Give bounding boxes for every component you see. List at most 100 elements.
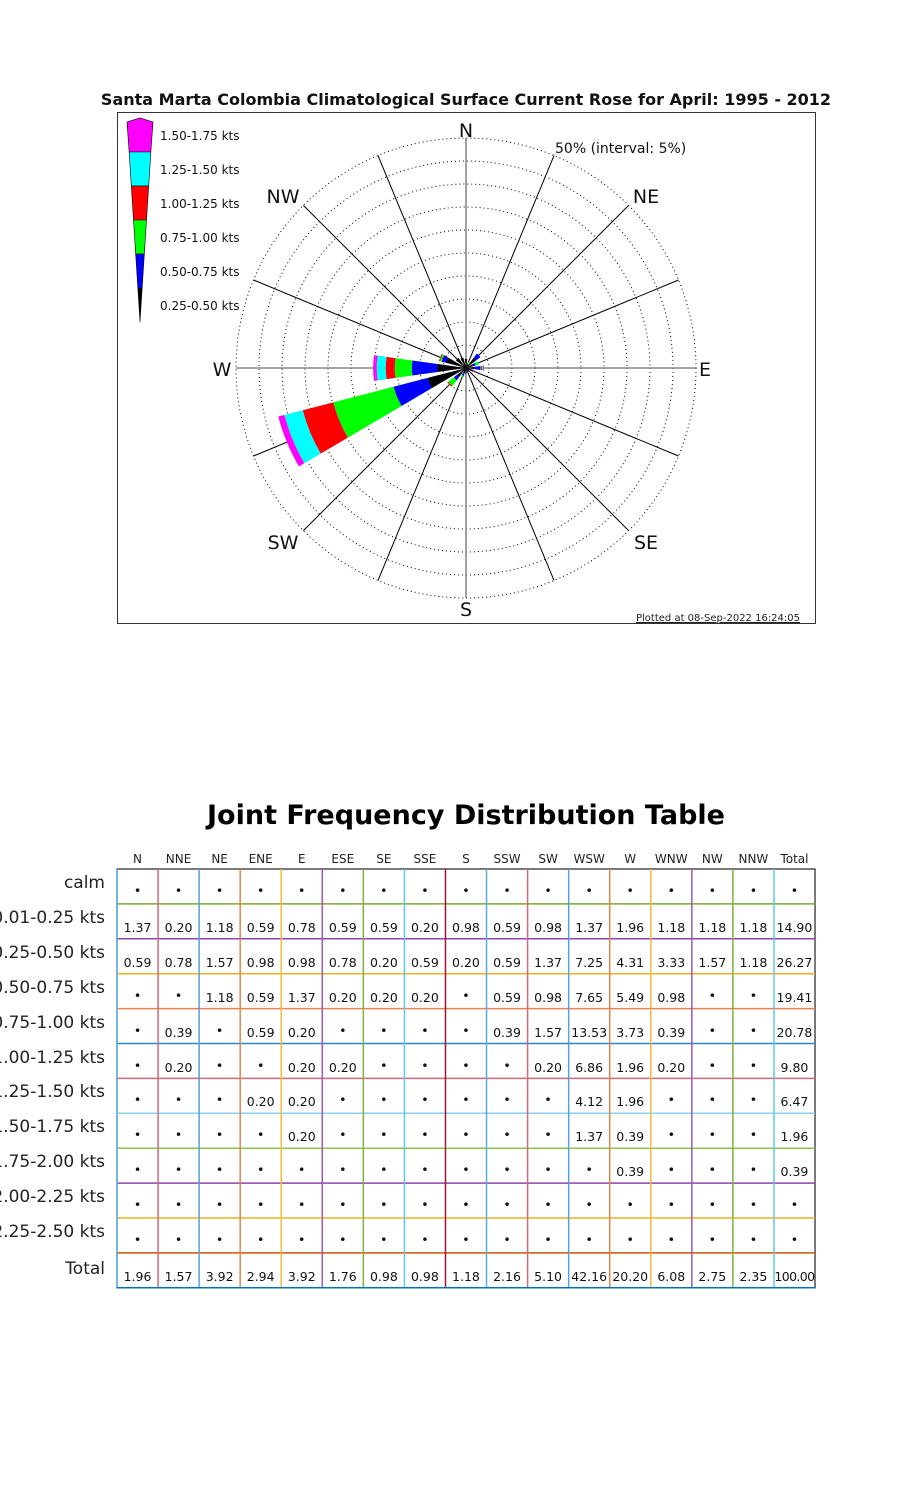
table-cell: •	[708, 1022, 717, 1038]
table-cell: 0.39	[780, 1164, 809, 1180]
column-header-s: S	[462, 852, 470, 866]
table-cell: •	[749, 1092, 758, 1108]
table-cell: •	[462, 1022, 470, 1038]
compass-label-sw: SW	[268, 532, 299, 554]
table-cell: 0.39	[616, 1164, 645, 1180]
table-cell: •	[462, 883, 470, 898]
table-cell: 13.53	[571, 1024, 608, 1040]
petal-WNW-bin4	[439, 354, 445, 362]
table-cell: 1.37	[575, 919, 604, 935]
petal-N-bin2	[464, 358, 468, 362]
petal-NNE-bin2	[466, 363, 469, 368]
table-cell: 1.76	[328, 1268, 357, 1284]
legend-label: 0.50-0.75 kts	[160, 265, 240, 279]
table-cell: •	[339, 1092, 347, 1108]
table-cell: •	[256, 1057, 265, 1073]
table-cell: •	[585, 1197, 593, 1213]
table-cell: 1.96	[780, 1129, 809, 1145]
petal-WSW-bin6	[284, 410, 321, 464]
column-header-sse: SSE	[413, 852, 437, 866]
table-cell: 1.57	[698, 954, 727, 970]
table-cell: 0.98	[287, 954, 316, 970]
petal-WSW-bin4	[333, 386, 402, 438]
table-cell: •	[790, 883, 799, 898]
petal-E-bin5	[481, 365, 483, 371]
table-cell: 1.18	[452, 1268, 480, 1284]
petal-SW-bin3	[453, 374, 460, 381]
column-header-ne: NE	[211, 852, 228, 866]
spoke-10	[303, 367, 467, 531]
table-cell: •	[133, 883, 142, 898]
table-cell: 3.92	[287, 1268, 316, 1284]
row-label: 0.50-0.75 kts	[0, 977, 105, 998]
petal-SSW-bin1	[464, 368, 466, 371]
table-cell: •	[626, 883, 634, 898]
table-cell: 6.86	[575, 1059, 604, 1075]
petal-NW-bin1	[461, 363, 466, 368]
spoke-9	[377, 367, 467, 581]
table-cell: 0.20	[410, 989, 439, 1005]
petal-SW-bin1	[462, 368, 466, 372]
petal-ESE-bin3	[471, 369, 473, 372]
table-cell: •	[133, 1197, 142, 1213]
table-cell: 3.92	[205, 1268, 234, 1284]
current-rose-chart: N NE E SE S SW W NW 50% (interval: 5%) Plotted at…	[117, 112, 816, 624]
legend-swatch-5	[137, 287, 143, 323]
table-cell: •	[133, 1057, 142, 1073]
table-cell: 3.33	[657, 954, 686, 970]
table-cell: •	[667, 1127, 675, 1143]
table-cell: 1.18	[657, 919, 686, 935]
petal-NNE-bin5	[467, 361, 470, 363]
column-header-nw: NW	[701, 852, 723, 866]
table-cell: •	[462, 1197, 470, 1213]
table-cell: •	[790, 1197, 799, 1213]
table-cell: •	[133, 1232, 142, 1247]
table-title: Joint Frequency Distribution Table	[207, 800, 725, 831]
petal-W-bin4	[394, 358, 413, 378]
legend-label: 0.25-0.50 kts	[160, 299, 240, 313]
table-cell: 19.41	[776, 989, 813, 1005]
petal-NE-bin3	[473, 353, 481, 361]
table-cell: •	[380, 1127, 388, 1143]
plotted-at-timestamp: Plotted at 08-Sep-2022 16:24:05	[636, 613, 800, 624]
table-cell: 20.20	[612, 1268, 649, 1284]
column-header-n: N	[133, 852, 142, 866]
table-cell: 42.16	[571, 1268, 608, 1284]
petal-WSW-bin2	[427, 369, 461, 389]
row-label: Total	[65, 1258, 105, 1279]
table-cell: 0.59	[493, 919, 521, 935]
petal-ENE-bin6	[476, 361, 480, 365]
table-cell: •	[544, 1127, 552, 1143]
table-cell: •	[462, 1057, 470, 1073]
table-cell: 0.20	[287, 1059, 316, 1075]
plot-frame	[117, 112, 816, 624]
table-cell: 20.78	[776, 1024, 813, 1040]
table-cell: 0.20	[287, 1024, 316, 1040]
table-cell: 2.75	[698, 1268, 727, 1284]
table-cell: •	[667, 1092, 675, 1108]
petal-WSW-bin7	[278, 414, 305, 467]
table-cell: •	[503, 1162, 511, 1178]
table-cell: 7.25	[575, 954, 604, 970]
table-cell: 6.47	[780, 1094, 809, 1110]
table-cell: 0.59	[493, 989, 521, 1005]
table-cell: •	[421, 1197, 429, 1213]
table-cell: •	[749, 883, 758, 898]
petal-NW-bin2	[455, 357, 463, 365]
petal-SW-bin2	[457, 370, 464, 377]
table-cell: •	[708, 987, 717, 1003]
table-cell: •	[462, 1232, 470, 1247]
table-cell: 3.73	[616, 1024, 645, 1040]
table-cell: 0.59	[246, 989, 275, 1005]
table-cell: 1.18	[205, 919, 234, 935]
table-cell: •	[256, 1197, 265, 1213]
column-header-nne: NNE	[165, 852, 192, 866]
table-cell: •	[380, 1022, 388, 1038]
table-cell: •	[544, 883, 552, 898]
table-cell: •	[544, 1232, 552, 1247]
column-header-wsw: WSW	[573, 852, 605, 866]
petal-SSW-bin3	[461, 372, 465, 376]
spoke-6	[465, 367, 629, 531]
table-cell: •	[174, 1092, 183, 1108]
